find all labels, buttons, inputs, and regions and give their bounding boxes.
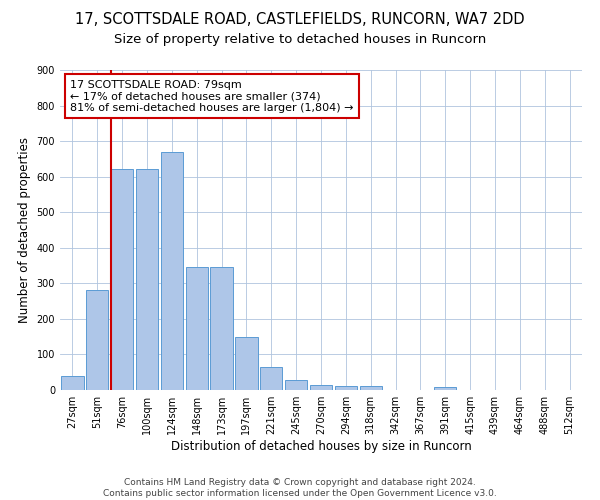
Bar [235,338,257,390]
Text: 17 SCOTTSDALE ROAD: 79sqm
← 17% of detached houses are smaller (374)
81% of semi: 17 SCOTTSDALE ROAD: 79sqm ← 17% of detac… [70,80,354,113]
X-axis label: Distribution of detached houses by size in Runcorn: Distribution of detached houses by size … [170,440,472,453]
Bar [310,386,332,390]
Bar [61,376,83,390]
Bar [260,367,283,390]
Text: Contains HM Land Registry data © Crown copyright and database right 2024.
Contai: Contains HM Land Registry data © Crown c… [103,478,497,498]
Bar [136,169,158,390]
Bar [434,387,457,390]
Bar [285,380,307,390]
Bar [211,268,233,390]
Text: 17, SCOTTSDALE ROAD, CASTLEFIELDS, RUNCORN, WA7 2DD: 17, SCOTTSDALE ROAD, CASTLEFIELDS, RUNCO… [75,12,525,28]
Bar [359,386,382,390]
Bar [185,268,208,390]
Bar [86,290,109,390]
Bar [161,152,183,390]
Bar [335,386,357,390]
Bar [111,169,133,390]
Text: Size of property relative to detached houses in Runcorn: Size of property relative to detached ho… [114,32,486,46]
Y-axis label: Number of detached properties: Number of detached properties [18,137,31,323]
